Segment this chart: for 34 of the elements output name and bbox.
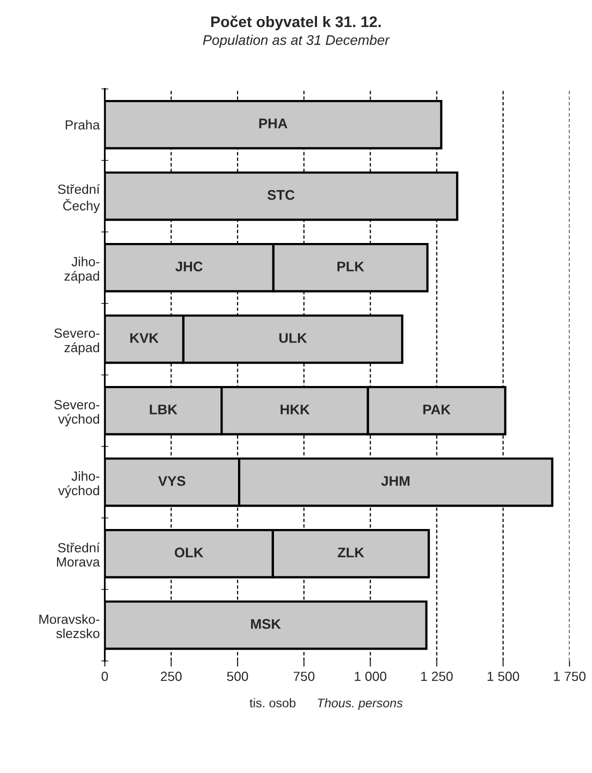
data-label: OLK: [174, 548, 204, 558]
data-label: VYS: [158, 476, 186, 486]
y-tick-label: Severo- západ: [54, 328, 100, 355]
data-label: STC: [267, 190, 294, 200]
x-tick-label: 500: [227, 672, 248, 682]
data-label: PHA: [259, 118, 288, 128]
y-tick-label: Jiho- východ: [58, 471, 100, 498]
x-tick-label: 750: [294, 672, 314, 682]
data-label: LBK: [150, 404, 178, 414]
y-tick-label: Střední Morava: [57, 542, 100, 567]
data-label: JHC: [175, 262, 203, 272]
data-label: JHM: [381, 476, 410, 486]
y-tick-label: Jiho- západ: [64, 256, 100, 284]
x-tick-label: 1 500: [488, 672, 520, 682]
chart-title: Počet obyvatel k 31. 12.: [211, 16, 381, 30]
y-tick-label: Střední Čechy: [58, 184, 100, 214]
x-tick-label: 1 750: [554, 672, 586, 682]
data-label: PAK: [423, 404, 451, 414]
data-label: PLK: [337, 262, 364, 272]
y-tick-label: Severo- východ: [54, 400, 100, 426]
data-label: ULK: [279, 333, 307, 343]
x-tick-label: 1 000: [354, 672, 386, 682]
data-label: MSK: [251, 619, 281, 629]
y-tick-label: Praha: [66, 120, 100, 130]
data-label: KVK: [130, 333, 159, 343]
data-label: ZLK: [338, 548, 364, 558]
x-tick-label: 1 250: [421, 672, 453, 682]
y-tick-label: Moravsko- slezsko: [39, 614, 100, 638]
x-tick-label: 0: [102, 672, 108, 682]
chart-subtitle: Population as at 31 December: [203, 34, 390, 48]
x-tick-label: 250: [160, 672, 182, 682]
text: Thous. persons: [318, 698, 403, 710]
x-axis-title: tis. osob: [250, 698, 296, 708]
data-label: HKK: [280, 404, 310, 414]
